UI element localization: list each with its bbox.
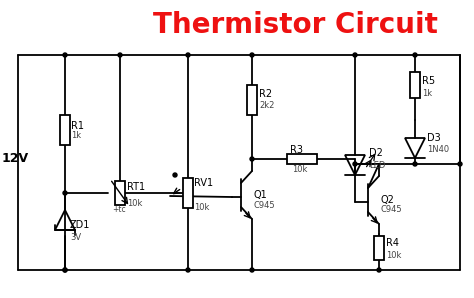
Text: Q1: Q1 — [254, 190, 268, 200]
Text: R5: R5 — [422, 76, 435, 86]
Bar — [287, 154, 317, 164]
Bar — [410, 72, 420, 98]
Text: 1N40: 1N40 — [427, 145, 449, 154]
Text: R2: R2 — [259, 89, 272, 99]
Circle shape — [118, 53, 122, 57]
Bar — [247, 85, 257, 115]
Text: Thermistor Circuit: Thermistor Circuit — [153, 11, 438, 39]
Text: LED: LED — [369, 161, 385, 170]
Circle shape — [63, 191, 67, 195]
Circle shape — [173, 173, 177, 177]
Circle shape — [63, 53, 67, 57]
Circle shape — [186, 53, 190, 57]
Text: Q2: Q2 — [381, 195, 395, 205]
Circle shape — [250, 53, 254, 57]
Text: D3: D3 — [427, 133, 441, 143]
Text: 10k: 10k — [194, 204, 210, 212]
Circle shape — [458, 162, 462, 166]
Text: RT1: RT1 — [127, 182, 145, 192]
Circle shape — [377, 268, 381, 272]
Text: D2: D2 — [369, 148, 383, 158]
Text: 12V: 12V — [2, 151, 29, 164]
Bar — [60, 115, 70, 145]
Circle shape — [250, 157, 254, 161]
Bar — [183, 178, 193, 208]
Text: ZD1: ZD1 — [70, 220, 91, 230]
Text: RV1: RV1 — [194, 178, 213, 188]
Text: C945: C945 — [381, 206, 402, 215]
Text: 10k: 10k — [127, 198, 142, 207]
Text: 10k: 10k — [386, 251, 401, 260]
Text: R4: R4 — [386, 238, 399, 248]
Text: 10k: 10k — [292, 164, 307, 173]
Text: 1k: 1k — [422, 89, 432, 97]
Text: +tc: +tc — [112, 206, 126, 215]
Text: R1: R1 — [71, 121, 84, 131]
Circle shape — [413, 162, 417, 166]
Text: 3V: 3V — [70, 232, 81, 241]
Text: C945: C945 — [254, 201, 275, 209]
Circle shape — [250, 268, 254, 272]
Text: R3: R3 — [290, 145, 303, 155]
Circle shape — [186, 268, 190, 272]
Text: 1k: 1k — [71, 131, 81, 139]
Bar — [374, 236, 384, 260]
Circle shape — [413, 53, 417, 57]
Circle shape — [353, 53, 357, 57]
Text: 2k2: 2k2 — [259, 100, 274, 109]
Bar — [115, 181, 125, 205]
Circle shape — [63, 268, 67, 272]
Circle shape — [63, 268, 67, 272]
Circle shape — [353, 162, 357, 166]
